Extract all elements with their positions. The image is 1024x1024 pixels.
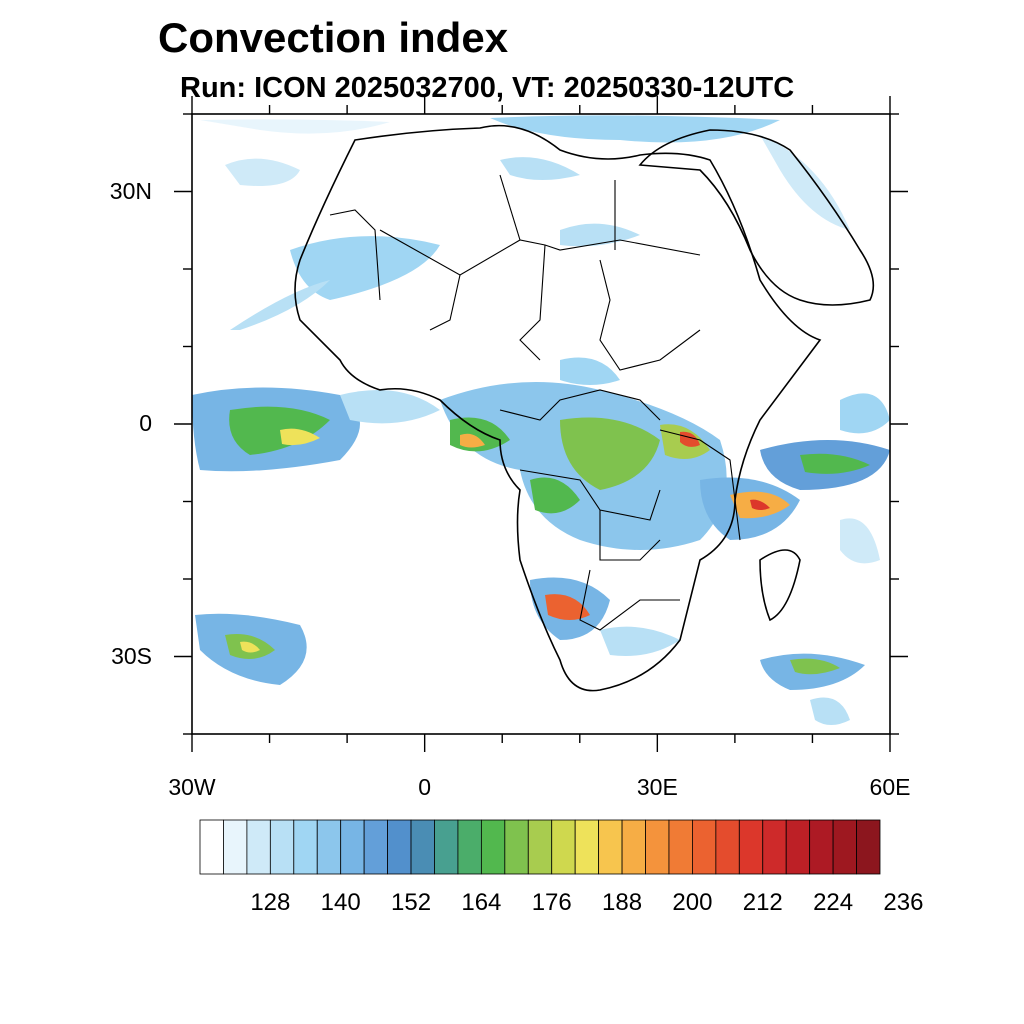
- colorbar-label: 140: [320, 889, 361, 916]
- x-tick-label: 60E: [869, 774, 911, 800]
- x-tick-label: 0: [418, 774, 432, 800]
- colorbar-label: 152: [391, 889, 432, 916]
- colorbar-label: 236: [883, 889, 924, 916]
- colorbar-label: 200: [672, 889, 713, 916]
- y-tick-label: 30S: [111, 642, 152, 669]
- colorbar-label: 164: [461, 889, 502, 916]
- x-tick-label: 30W: [168, 774, 216, 800]
- colorbar-label: 176: [531, 889, 572, 916]
- colorbar-label: 212: [742, 889, 783, 916]
- chart-title: Convection index: [158, 14, 509, 61]
- x-tick-label: 30E: [636, 774, 678, 800]
- convection-field: [192, 115, 890, 725]
- colorbar-label: 128: [250, 889, 291, 916]
- colorbar-label: 224: [813, 889, 854, 916]
- chart-subtitle: Run: ICON 2025032700, VT: 20250330-12UTC: [180, 72, 795, 104]
- y-tick-label: 30N: [109, 177, 152, 204]
- colorbar-label: 188: [602, 889, 643, 916]
- coastline: [294, 124, 875, 692]
- y-tick-label: 0: [139, 410, 152, 436]
- country-borders: [329, 174, 741, 631]
- axis-ticks: [174, 96, 908, 752]
